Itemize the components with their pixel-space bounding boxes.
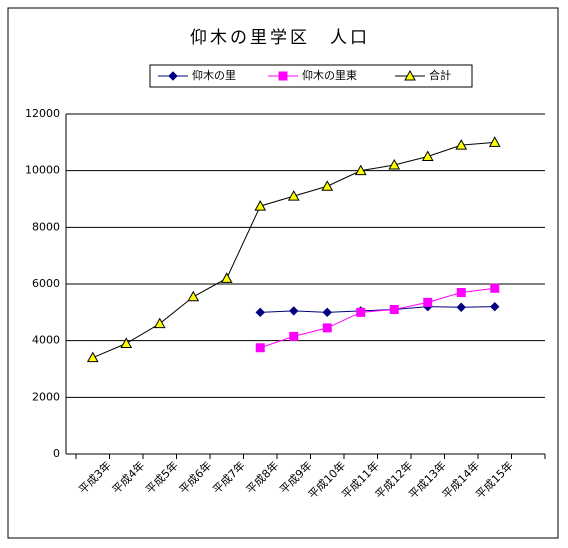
marker [220,272,233,283]
chart-border [7,7,559,539]
y-tick-label: 8000 [32,220,60,233]
marker [356,307,366,317]
marker [389,305,399,314]
marker [289,306,299,316]
y-tick-label: 10000 [25,164,60,177]
y-tick-label: 2000 [32,390,60,403]
marker [86,351,99,363]
marker [187,290,200,302]
marker [388,158,401,170]
marker [490,301,500,312]
chart-title: 仰木の里学区 人口 [190,28,370,48]
marker [322,323,332,333]
y-tick-label: 4000 [32,334,60,347]
marker [120,337,133,348]
marker [289,331,299,341]
marker [404,69,416,81]
marker [423,297,433,307]
marker [153,317,166,329]
marker [456,288,466,297]
marker [321,180,334,191]
marker [168,71,178,81]
legend-box [149,64,473,88]
legend-label: 仰木の里東 [302,68,357,82]
marker [354,164,367,176]
marker [455,139,468,150]
y-tick-label: 6000 [32,277,60,290]
marker [255,343,265,353]
series-line [260,287,495,349]
legend-label: 合計 [429,68,451,82]
marker [287,190,300,201]
series-line [260,306,495,313]
marker [255,307,265,318]
marker [421,150,434,161]
marker [490,283,500,293]
marker [254,200,267,211]
legend-label: 仰木の里 [192,68,236,82]
marker [322,307,332,318]
marker [456,302,466,312]
y-tick-label: 0 [53,447,60,460]
marker [488,136,501,147]
y-tick-label: 12000 [25,107,60,120]
marker [278,71,288,81]
